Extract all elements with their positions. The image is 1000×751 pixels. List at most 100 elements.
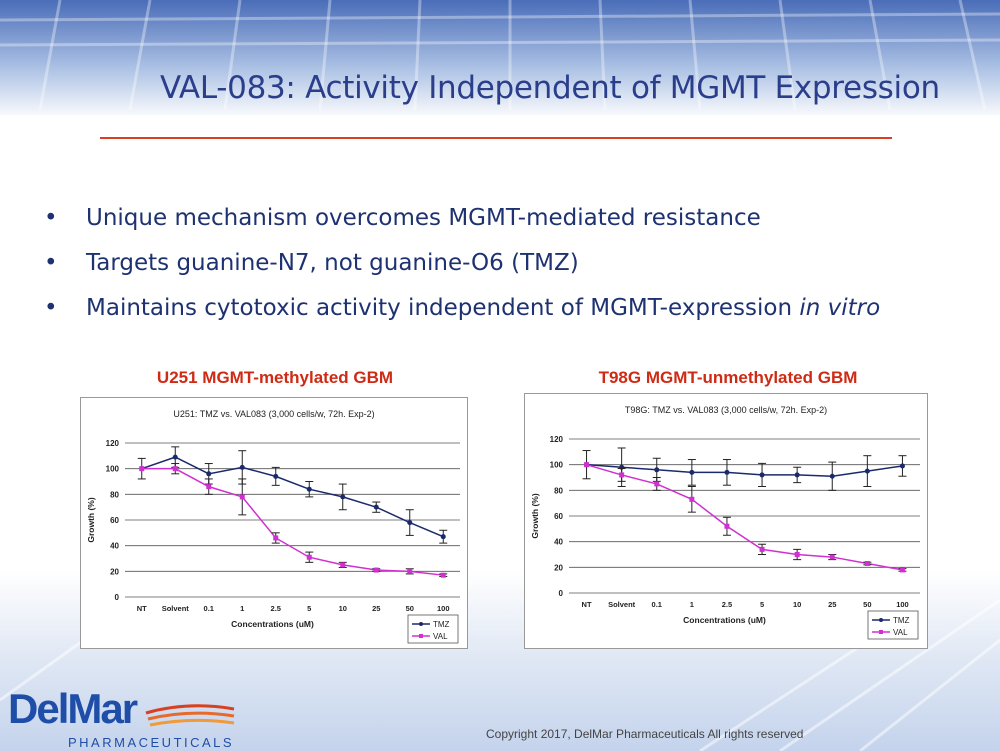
bullet-text: Unique mechanism overcomes MGMT-mediated… bbox=[86, 205, 761, 231]
data-point-tmz bbox=[407, 520, 413, 526]
title-divider bbox=[100, 137, 892, 139]
data-point-val bbox=[829, 554, 835, 560]
x-tick-label: 50 bbox=[406, 604, 414, 613]
x-tick-label: 25 bbox=[372, 604, 380, 613]
y-tick-label: 20 bbox=[110, 567, 119, 576]
legend-label: VAL bbox=[433, 632, 448, 641]
data-point-tmz bbox=[829, 473, 835, 479]
y-tick-label: 60 bbox=[554, 512, 563, 521]
bullet-item: • Maintains cytotoxic activity independen… bbox=[44, 286, 984, 331]
data-point-val bbox=[724, 523, 730, 529]
x-tick-label: 1 bbox=[240, 604, 244, 613]
legend-label: TMZ bbox=[433, 620, 450, 629]
legend-box bbox=[407, 614, 459, 644]
legend-marker bbox=[419, 634, 423, 638]
data-point-tmz bbox=[206, 471, 212, 477]
logo-subtitle: PHARMACEUTICALS bbox=[68, 735, 234, 750]
y-tick-label: 120 bbox=[550, 435, 564, 444]
x-tick-label: NT bbox=[137, 604, 147, 613]
data-point-val bbox=[139, 466, 145, 472]
data-point-val bbox=[206, 484, 212, 490]
chart-title: T98G: TMZ vs. VAL083 (3,000 cells/w, 72h… bbox=[625, 405, 827, 415]
y-tick-label: 80 bbox=[110, 490, 119, 499]
data-point-val bbox=[619, 472, 625, 478]
data-point-tmz bbox=[724, 469, 730, 475]
data-point-tmz bbox=[759, 472, 765, 478]
copyright-notice: Copyright 2017, DelMar Pharmaceuticals A… bbox=[486, 727, 804, 741]
legend-marker bbox=[419, 622, 423, 626]
data-point-val bbox=[899, 567, 905, 573]
data-point-tmz bbox=[340, 494, 346, 500]
bullet-item: • Unique mechanism overcomes MGMT-mediate… bbox=[44, 196, 984, 241]
bullet-item: • Targets guanine-N7, not guanine-O6 (TMZ… bbox=[44, 241, 984, 286]
x-tick-label: 5 bbox=[760, 600, 764, 609]
delmar-logo: DelMar PHARMACEUTICALS bbox=[8, 685, 235, 750]
data-point-tmz bbox=[239, 464, 245, 470]
data-point-val bbox=[172, 466, 178, 472]
y-tick-label: 0 bbox=[115, 593, 120, 602]
y-tick-label: 20 bbox=[554, 563, 563, 572]
y-tick-label: 100 bbox=[106, 465, 120, 474]
series-line-val bbox=[141, 467, 444, 576]
data-point-val bbox=[373, 567, 379, 573]
y-axis-label: Growth (%) bbox=[530, 493, 540, 538]
chart-t98g: T98G: TMZ vs. VAL083 (3,000 cells/w, 72h… bbox=[524, 393, 928, 649]
data-point-tmz bbox=[172, 454, 178, 460]
x-tick-label: 5 bbox=[307, 604, 311, 613]
data-point-val bbox=[440, 572, 446, 578]
data-point-tmz bbox=[273, 473, 279, 479]
slide-title: VAL-083: Activity Independent of MGMT Ex… bbox=[160, 70, 940, 106]
data-point-val bbox=[273, 535, 279, 541]
x-axis-label: Concentrations (uM) bbox=[683, 615, 766, 625]
logo-swoosh-icon bbox=[145, 704, 235, 727]
x-tick-label: 1 bbox=[690, 600, 694, 609]
legend-label: VAL bbox=[893, 628, 908, 637]
data-point-tmz bbox=[373, 504, 379, 510]
y-tick-label: 80 bbox=[554, 486, 563, 495]
series-line-val bbox=[586, 463, 903, 571]
x-tick-label: 2.5 bbox=[722, 600, 732, 609]
data-point-tmz bbox=[654, 467, 660, 473]
y-tick-label: 40 bbox=[110, 542, 119, 551]
bullet-dot-icon: • bbox=[44, 250, 58, 276]
x-tick-label: 10 bbox=[793, 600, 801, 609]
data-point-val bbox=[407, 568, 413, 574]
y-tick-label: 40 bbox=[554, 538, 563, 547]
y-tick-label: 120 bbox=[106, 439, 120, 448]
chart-title: U251: TMZ vs. VAL083 (3,000 cells/w, 72h… bbox=[173, 409, 374, 419]
data-point-val bbox=[340, 562, 346, 568]
data-point-val bbox=[794, 552, 800, 557]
data-point-val bbox=[239, 494, 245, 500]
x-tick-label: 100 bbox=[896, 600, 909, 609]
x-tick-label: Solvent bbox=[608, 600, 636, 609]
bullet-dot-icon: • bbox=[44, 295, 58, 321]
data-point-tmz bbox=[306, 486, 312, 492]
x-axis-label: Concentrations (uM) bbox=[231, 619, 314, 629]
data-point-val bbox=[759, 546, 765, 552]
bullet-italic-text: in vitro bbox=[799, 295, 881, 321]
data-point-tmz bbox=[689, 469, 695, 475]
x-tick-label: 10 bbox=[339, 604, 347, 613]
data-point-tmz bbox=[794, 472, 800, 478]
x-tick-label: 50 bbox=[863, 600, 871, 609]
chart-frame bbox=[524, 393, 928, 649]
chart-u251: U251: TMZ vs. VAL083 (3,000 cells/w, 72h… bbox=[80, 397, 468, 649]
data-point-val bbox=[864, 560, 870, 566]
x-tick-label: Solvent bbox=[162, 604, 190, 613]
legend-label: TMZ bbox=[893, 616, 910, 625]
chart-frame bbox=[80, 397, 468, 649]
y-axis-label: Growth (%) bbox=[86, 497, 96, 542]
bullet-dot-icon: • bbox=[44, 205, 58, 231]
y-tick-label: 60 bbox=[110, 516, 119, 525]
legend-marker bbox=[879, 618, 883, 622]
x-tick-label: 2.5 bbox=[271, 604, 281, 613]
bullet-text: Targets guanine-N7, not guanine-O6 (TMZ) bbox=[86, 250, 579, 276]
chart-t98g-plot: T98G: TMZ vs. VAL083 (3,000 cells/w, 72h… bbox=[524, 393, 928, 649]
y-tick-label: 0 bbox=[559, 589, 564, 598]
data-point-val bbox=[584, 462, 590, 468]
data-point-val bbox=[654, 481, 660, 487]
series-line-tmz bbox=[586, 463, 903, 477]
y-tick-label: 100 bbox=[550, 461, 564, 470]
chart-heading-t98g: T98G MGMT-unmethylated GBM bbox=[598, 368, 858, 387]
legend-box bbox=[867, 610, 919, 640]
